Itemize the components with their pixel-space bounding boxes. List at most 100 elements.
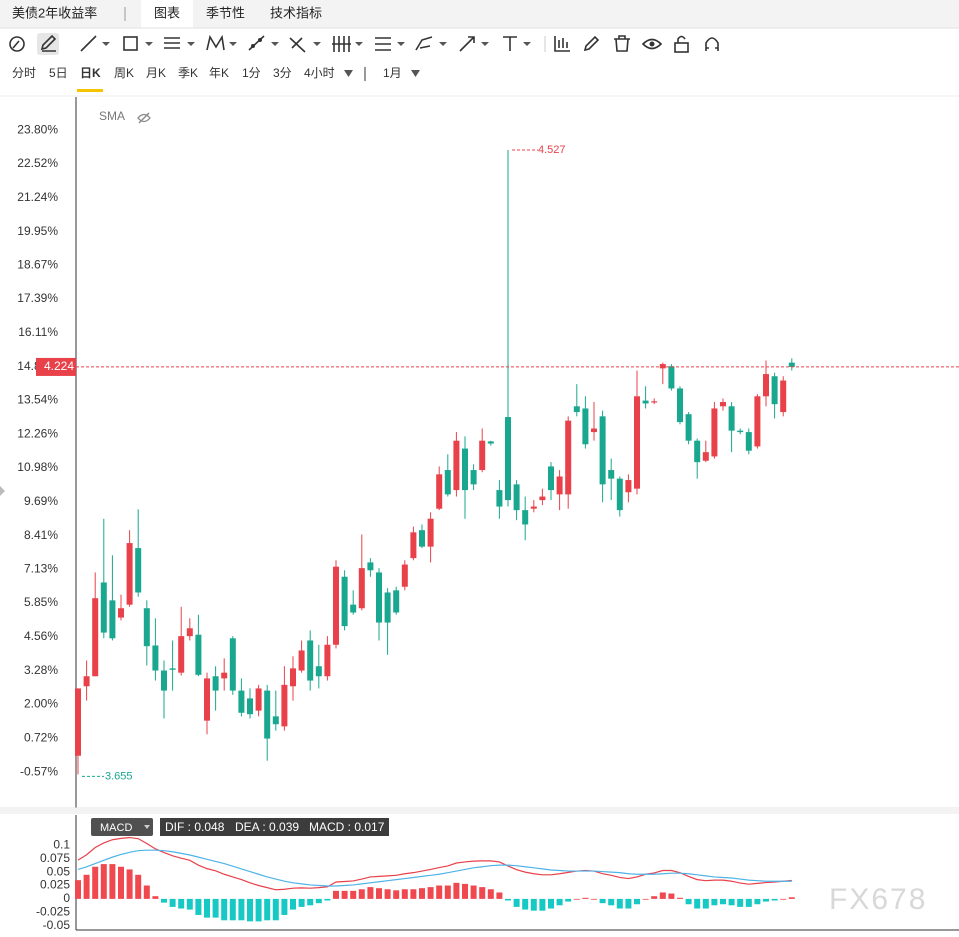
indicator-label[interactable]: SMA [99,109,125,123]
y-tick-label: 18.67% [17,258,58,272]
tool-icon[interactable] [206,34,237,51]
candle-body [702,452,709,461]
tool-icon[interactable] [641,38,663,50]
candle-body [401,564,408,587]
tool-icon[interactable] [554,36,570,52]
dropdown-arrow[interactable] [344,70,353,77]
period-option[interactable]: 1分 [242,66,261,80]
tool-icon[interactable] [289,37,321,53]
tool-icon[interactable] [123,36,153,51]
tool-icon[interactable] [415,36,447,51]
candle-body [143,608,150,647]
candle-body [599,416,606,485]
macd-bar [470,885,477,899]
macd-bar [522,898,529,910]
candle-body [333,566,339,645]
candle-body [247,698,253,715]
macd-bar [573,898,580,900]
candle-body [462,448,468,491]
macd-bar [565,898,572,902]
tool-icon[interactable] [9,36,25,52]
tool-icon[interactable] [332,36,363,52]
candle-body [152,645,159,671]
candle-body [161,670,167,691]
tool-icon[interactable] [164,37,195,49]
indicator-button-label[interactable]: MACD [100,822,132,834]
tool-icon[interactable] [503,36,531,51]
period-option[interactable]: 3分 [273,66,292,80]
y-tick-label: 13.54% [17,393,58,407]
macd-bar [788,897,795,899]
candle-body [195,634,202,675]
macd-bar [436,885,443,899]
instrument-title: 美债2年收益率 [12,5,97,20]
period-option[interactable]: 年K [209,66,229,80]
visibility-icon[interactable] [137,112,151,124]
tool-icon[interactable] [80,35,110,52]
macd-bar [169,898,176,907]
candle-body [264,690,271,739]
period-option[interactable]: 周K [114,66,134,80]
macd-bar [634,898,640,905]
period-option[interactable]: 4小时 [304,66,335,80]
candle-body [728,406,735,431]
candle-body [118,608,124,618]
side-handle[interactable] [0,486,5,496]
candle-body [341,576,348,627]
y-tick-label: 12.26% [17,426,58,440]
candle-body [651,401,658,403]
legend-entry: DIF : 0.048 [165,820,225,834]
macd-bar [333,890,339,899]
tab[interactable]: 季节性 [206,5,245,20]
candle-body [737,430,744,433]
dropdown-arrow[interactable] [411,70,420,77]
macd-bar [694,898,701,909]
candle-body [212,676,219,691]
macd-bar [616,898,623,909]
candle-body [169,668,176,670]
tool-icon[interactable] [614,35,630,52]
toolbar [9,33,719,55]
indicator-button[interactable] [91,818,153,836]
period-option[interactable]: 季K [178,66,198,80]
tool-icon[interactable] [375,37,405,51]
tool-icon[interactable] [459,36,489,52]
tool-icon[interactable] [40,34,57,52]
pane-gap [0,808,959,814]
macd-bar [212,898,219,918]
macd-bar [75,880,81,899]
candle-body [548,466,554,491]
candle-body [186,628,193,637]
macd-bar [599,898,606,904]
period-option[interactable]: 日K [80,66,101,80]
tab[interactable]: 技术指标 [270,5,322,20]
tool-icon[interactable] [583,35,600,52]
candle-body [479,440,486,471]
macd-bar [83,874,90,899]
y-tick-label: 0.075 [40,851,70,865]
tool-icon[interactable] [705,37,719,51]
legend-entry: DEA : 0.039 [235,820,299,834]
tab[interactable]: 图表 [154,5,180,20]
period-option[interactable]: 5日 [49,66,68,80]
candle-body [556,476,563,495]
macd-bar [376,888,382,899]
tool-icon[interactable] [248,35,279,51]
candle-body [178,636,185,673]
macd-bar [702,898,709,909]
candle-body [616,478,623,511]
candle-body [126,543,133,605]
y-tick-label: -0.05 [43,918,71,932]
period-option[interactable]: 分时 [12,66,36,80]
tool-icon[interactable] [674,35,689,53]
macd-bar [668,893,675,899]
range-select[interactable]: 1月 [383,66,402,80]
macd-bar [479,887,486,899]
macd-bar [608,898,615,906]
period-option[interactable]: 月K [146,66,166,80]
dropdown-arrow[interactable] [144,825,150,829]
candle-body [634,396,640,489]
candle-body [204,678,210,721]
candle-body [659,364,666,369]
macd-bar [677,897,683,899]
